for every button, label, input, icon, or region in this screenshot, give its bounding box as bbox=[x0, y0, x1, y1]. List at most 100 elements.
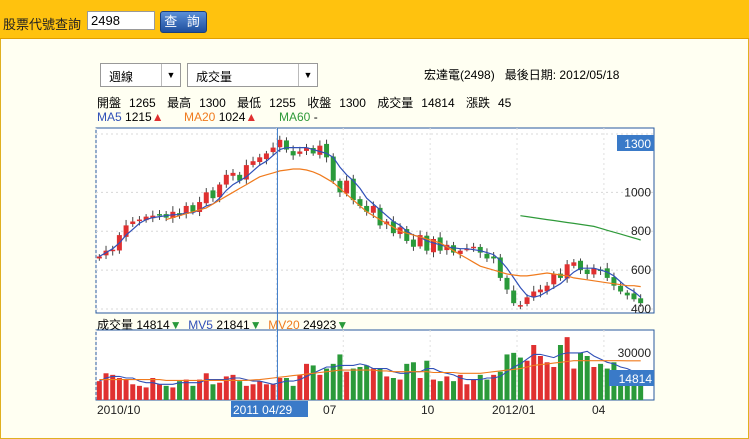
indicator-select-value: 成交量 bbox=[196, 70, 233, 84]
volume-bar bbox=[344, 371, 350, 400]
candle-body bbox=[123, 225, 129, 237]
volume-bar bbox=[210, 384, 216, 400]
up-triangle-icon: ▲ bbox=[245, 110, 258, 124]
volume-bar bbox=[404, 363, 410, 400]
ma60-label: MA60 bbox=[279, 110, 311, 124]
ohlc-row: 開盤 1265 最高 1300 最低 1255 收盤 1300 成交量 14814 漲跌 4… bbox=[97, 94, 519, 111]
candle-body bbox=[156, 214, 162, 216]
ma20-label: MA20 bbox=[184, 110, 216, 124]
volume-bar bbox=[417, 378, 423, 400]
candle-body bbox=[150, 215, 156, 219]
candle-body bbox=[437, 237, 443, 251]
candle-body bbox=[638, 298, 644, 304]
last-date-label: 最後日期: bbox=[504, 68, 557, 82]
price-badge-label: 1300 bbox=[624, 137, 651, 151]
indicator-select[interactable]: 成交量 ▼ bbox=[187, 63, 318, 87]
volume-bar bbox=[511, 352, 517, 400]
volume-bar bbox=[524, 360, 530, 400]
candle-body bbox=[350, 178, 356, 201]
candle-body bbox=[310, 148, 316, 154]
volume-bar bbox=[297, 374, 303, 400]
candle-body bbox=[370, 205, 376, 213]
volume-bar bbox=[110, 374, 116, 400]
price-badge bbox=[617, 135, 654, 151]
volume-bar bbox=[624, 376, 630, 400]
candle-body bbox=[337, 180, 343, 193]
candle-body bbox=[110, 249, 116, 252]
candle-body bbox=[304, 147, 310, 151]
low-value: 1255 bbox=[269, 96, 296, 110]
volume-bar bbox=[491, 374, 497, 400]
ma60-value: - bbox=[313, 110, 318, 124]
volume-bar bbox=[464, 384, 470, 400]
volume-label: 成交量 bbox=[377, 96, 414, 110]
period-select[interactable]: 週線 ▼ bbox=[100, 63, 181, 87]
volume-bar bbox=[263, 384, 269, 400]
candle-body bbox=[243, 165, 249, 180]
ma20-legend: MA20 1024▲ bbox=[184, 110, 257, 124]
vol-ind-value: 14814 bbox=[136, 318, 170, 332]
candle-body bbox=[330, 156, 336, 181]
candle-body bbox=[237, 174, 243, 181]
candle-body bbox=[624, 292, 630, 296]
volume-value: 14814 bbox=[421, 96, 455, 110]
candle-body bbox=[217, 184, 223, 198]
candle-body bbox=[324, 143, 330, 158]
candle-body bbox=[424, 235, 430, 251]
price-panel bbox=[95, 127, 655, 314]
mv5-label: MV5 bbox=[188, 318, 213, 332]
cursor-date-label: 2011 04/29 bbox=[233, 403, 292, 417]
candle-body bbox=[183, 205, 189, 214]
candle-body bbox=[604, 268, 610, 278]
volume-bar bbox=[544, 362, 550, 400]
volume-legend: 成交量 14814▼ MV5 21841▼ MV20 24923▼ bbox=[97, 316, 348, 333]
volume-bar bbox=[437, 381, 443, 400]
candle-body bbox=[537, 289, 543, 293]
close-value: 1300 bbox=[339, 96, 366, 110]
volume-bar bbox=[517, 357, 523, 400]
candle-body bbox=[203, 192, 209, 204]
candle-body bbox=[578, 260, 584, 271]
volume-bar bbox=[330, 363, 336, 400]
candle-body bbox=[143, 216, 149, 221]
y-tick-label: 1000 bbox=[624, 185, 651, 199]
candle-body bbox=[190, 205, 196, 212]
volume-bar bbox=[283, 378, 289, 400]
candle-body bbox=[263, 153, 269, 160]
candle-body bbox=[557, 273, 563, 278]
volume-bar bbox=[551, 367, 557, 400]
candle-body bbox=[584, 269, 590, 274]
ma5-value: 1215 bbox=[125, 110, 152, 124]
volume-badge bbox=[609, 370, 654, 386]
volume-bar bbox=[116, 378, 122, 400]
candle-body bbox=[544, 285, 550, 292]
candle-body bbox=[277, 139, 283, 148]
cursor-date-badge bbox=[231, 401, 308, 417]
volume-bar bbox=[604, 368, 610, 400]
open-label: 開盤 bbox=[97, 96, 122, 110]
candle-body bbox=[457, 250, 463, 254]
candle-body bbox=[631, 293, 637, 300]
candle-body bbox=[517, 305, 523, 307]
volume-bar bbox=[304, 363, 310, 400]
ma60-line bbox=[520, 215, 641, 241]
stock-code-input[interactable] bbox=[87, 11, 155, 30]
volume-bar bbox=[410, 362, 416, 400]
volume-bar bbox=[471, 379, 477, 400]
volume-bar bbox=[277, 378, 283, 400]
candle-body bbox=[344, 180, 350, 194]
candle-body bbox=[210, 190, 216, 199]
volume-bar bbox=[197, 379, 203, 400]
open-value: 1265 bbox=[129, 96, 156, 110]
volume-bar bbox=[350, 368, 356, 400]
down-triangle-icon: ▼ bbox=[336, 318, 349, 332]
mv5-value: 21841 bbox=[216, 318, 250, 332]
volume-bar bbox=[143, 387, 149, 400]
query-button[interactable]: 查 詢 bbox=[160, 11, 207, 33]
candle-body bbox=[497, 257, 503, 278]
close-label: 收盤 bbox=[307, 96, 332, 110]
volume-bar bbox=[270, 384, 276, 400]
x-tick-label: 2012/01 bbox=[492, 403, 536, 417]
candle-body bbox=[618, 285, 624, 292]
